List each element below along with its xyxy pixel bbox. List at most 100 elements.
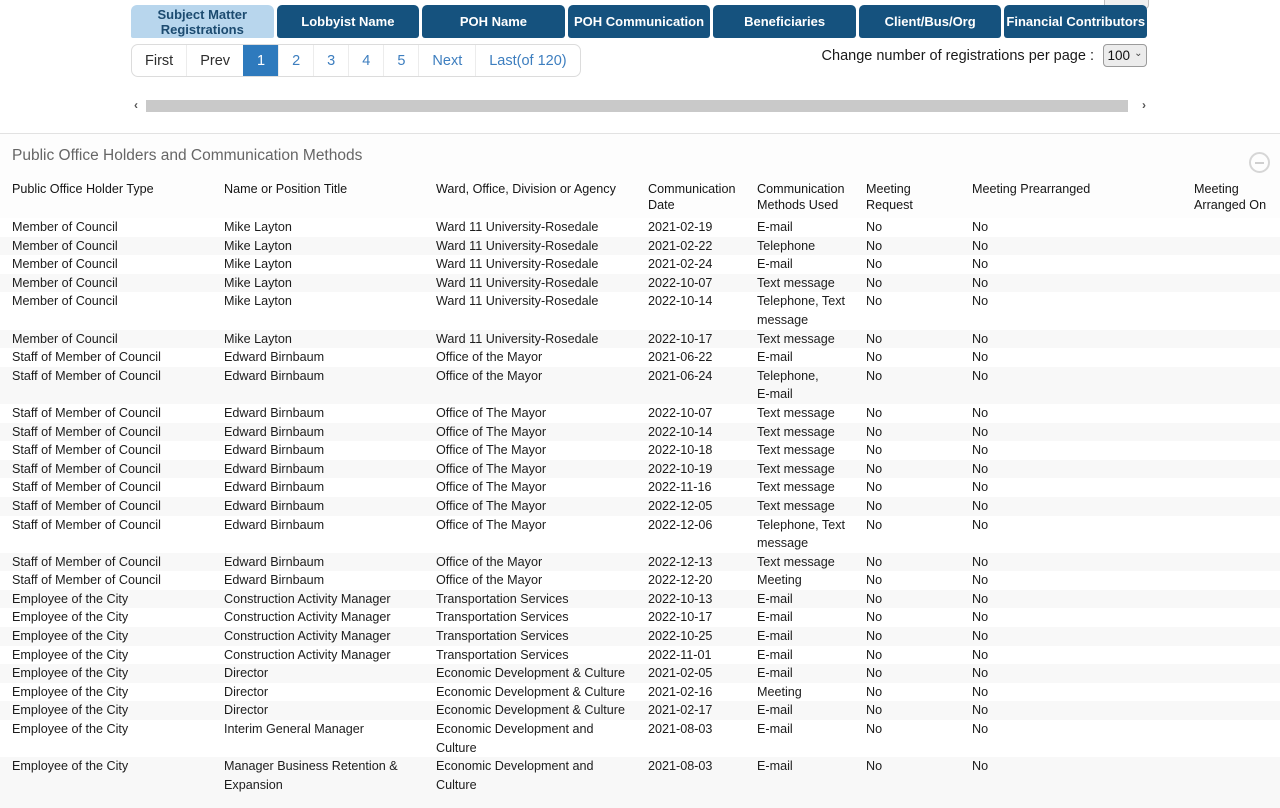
cell: E-mail bbox=[757, 703, 793, 718]
cell: Employee of the City bbox=[12, 610, 129, 625]
cell: Office of the Mayor bbox=[436, 554, 543, 569]
cell: Office of The Mayor bbox=[436, 498, 547, 513]
cell: No bbox=[972, 238, 989, 253]
cell: Ward 11 University-Rosedale bbox=[436, 294, 599, 309]
cell: Employee of the City bbox=[12, 647, 129, 662]
cell: Employee of the City bbox=[12, 759, 129, 774]
tab-financial-contributors[interactable]: Financial Contributors bbox=[1004, 5, 1148, 38]
cell: Transportation Services bbox=[436, 591, 569, 606]
cell: No bbox=[972, 331, 989, 346]
cell: Economic Development & Culture bbox=[436, 684, 625, 699]
page-1[interactable]: 1 bbox=[243, 45, 279, 76]
cell: 2022-12-20 bbox=[648, 573, 713, 588]
cell: 2022-10-18 bbox=[648, 443, 713, 458]
per-page-value: 100 bbox=[1107, 48, 1131, 63]
table-row: Staff of Member of Council Edward Birnbau… bbox=[0, 552, 1280, 572]
table-row: Employee of the City Director Economic Dev… bbox=[0, 682, 1280, 702]
tab-subject-matter-registrations[interactable]: Subject Matter Registrations bbox=[131, 5, 274, 38]
cell: Text message bbox=[757, 405, 835, 420]
cell: 2021-08-03 bbox=[648, 759, 713, 774]
header-cell-communication-date: Communication Date bbox=[648, 182, 736, 212]
cell bbox=[1194, 478, 1280, 497]
cell: Office of the Mayor bbox=[436, 368, 543, 383]
cell: 2021-02-16 bbox=[648, 684, 713, 699]
cell: No bbox=[972, 220, 989, 234]
cell: Staff of Member of Council bbox=[12, 573, 161, 588]
cell: E-mail bbox=[757, 759, 793, 774]
cell: No bbox=[972, 722, 989, 737]
cell: Employee of the City bbox=[12, 684, 129, 699]
cell: 2022-11-16 bbox=[648, 480, 712, 495]
cell: 2021-02-19 bbox=[648, 220, 713, 234]
cell: E-mail bbox=[757, 666, 793, 681]
cell: Mike Layton bbox=[224, 238, 292, 253]
cell: No bbox=[866, 461, 883, 476]
per-page-select[interactable]: 100 ⌄ bbox=[1103, 44, 1147, 67]
cell: Edward Birnbaum bbox=[224, 461, 325, 476]
cell bbox=[1194, 757, 1280, 794]
page-first[interactable]: First bbox=[145, 52, 174, 69]
cell: 2021-02-17 bbox=[648, 703, 713, 718]
cell: No bbox=[972, 610, 989, 625]
horizontal-scrollbar: ‹ › bbox=[129, 99, 1151, 112]
cell bbox=[1194, 367, 1280, 404]
cell: No bbox=[972, 629, 989, 644]
header-cell-ward-office-division-or-agency: Ward, Office, Division or Agency bbox=[436, 182, 616, 196]
cell: Edward Birnbaum bbox=[224, 573, 325, 588]
cell: 2021-06-24 bbox=[648, 368, 713, 383]
cell: Meeting bbox=[757, 573, 802, 588]
cell: No bbox=[866, 573, 883, 588]
page-next[interactable]: Next bbox=[418, 45, 475, 76]
table-header-row: Public Office Holder Type Name or Positio… bbox=[0, 178, 1280, 218]
cell bbox=[1194, 553, 1280, 572]
scroll-right-icon[interactable]: › bbox=[1142, 98, 1146, 112]
cell: 2021-02-24 bbox=[648, 257, 713, 272]
scroll-left-icon[interactable]: ‹ bbox=[134, 98, 138, 112]
cell: Member of Council bbox=[12, 331, 118, 346]
cell: No bbox=[972, 461, 989, 476]
scrollbar-thumb[interactable] bbox=[146, 99, 1129, 112]
cell: Edward Birnbaum bbox=[224, 554, 325, 569]
scrollbar-track[interactable] bbox=[146, 99, 1134, 112]
cell: Edward Birnbaum bbox=[224, 405, 325, 420]
cell: E-mail bbox=[757, 647, 793, 662]
tab-poh-communication[interactable]: POH Communication bbox=[567, 5, 711, 38]
page-3[interactable]: 3 bbox=[313, 45, 348, 76]
cell: Employee of the City bbox=[12, 629, 129, 644]
section-header: Public Office Holders and Communication … bbox=[0, 134, 1280, 178]
page-4[interactable]: 4 bbox=[348, 45, 383, 76]
collapse-button[interactable] bbox=[1249, 152, 1270, 173]
cell: Ward 11 University-Rosedale bbox=[436, 220, 599, 234]
tab-client-bus-org[interactable]: Client/Bus/Org bbox=[858, 5, 1002, 38]
cell: Economic Development and Culture bbox=[436, 722, 594, 755]
cell: No bbox=[866, 368, 883, 383]
cell: No bbox=[972, 684, 989, 699]
cell: Mike Layton bbox=[224, 331, 292, 346]
cell bbox=[1194, 330, 1280, 349]
cell: No bbox=[972, 368, 989, 383]
cell bbox=[1194, 423, 1280, 442]
cell: 2021-02-22 bbox=[648, 238, 713, 253]
page-prev[interactable]: Prev bbox=[186, 45, 243, 76]
page-5[interactable]: 5 bbox=[383, 45, 418, 76]
pagination: First Prev 1 2 3 4 5 Next Last(of 120) bbox=[131, 44, 581, 77]
tab-poh-name[interactable]: POH Name bbox=[422, 5, 565, 38]
cell: No bbox=[866, 405, 883, 420]
page-2[interactable]: 2 bbox=[278, 45, 313, 76]
cell: No bbox=[972, 498, 989, 513]
cell: No bbox=[972, 443, 989, 458]
page-last-of-120[interactable]: Last(of 120) bbox=[475, 45, 579, 76]
cell: Text message bbox=[757, 554, 835, 569]
cell: No bbox=[972, 294, 989, 309]
table-row: Employee of the City Construction Activit… bbox=[0, 608, 1280, 628]
cell: Staff of Member of Council bbox=[12, 517, 161, 532]
cell: Staff of Member of Council bbox=[12, 424, 161, 439]
cell: 2022-10-14 bbox=[648, 294, 713, 309]
cell bbox=[1194, 701, 1280, 720]
table-row: Staff of Member of Council Edward Birnbau… bbox=[0, 441, 1280, 460]
cell: Edward Birnbaum bbox=[224, 368, 325, 383]
cell bbox=[1194, 237, 1280, 256]
tab-beneficiaries[interactable]: Beneficiaries bbox=[713, 5, 856, 38]
tab-lobbyist-name[interactable]: Lobbyist Name bbox=[276, 5, 420, 38]
